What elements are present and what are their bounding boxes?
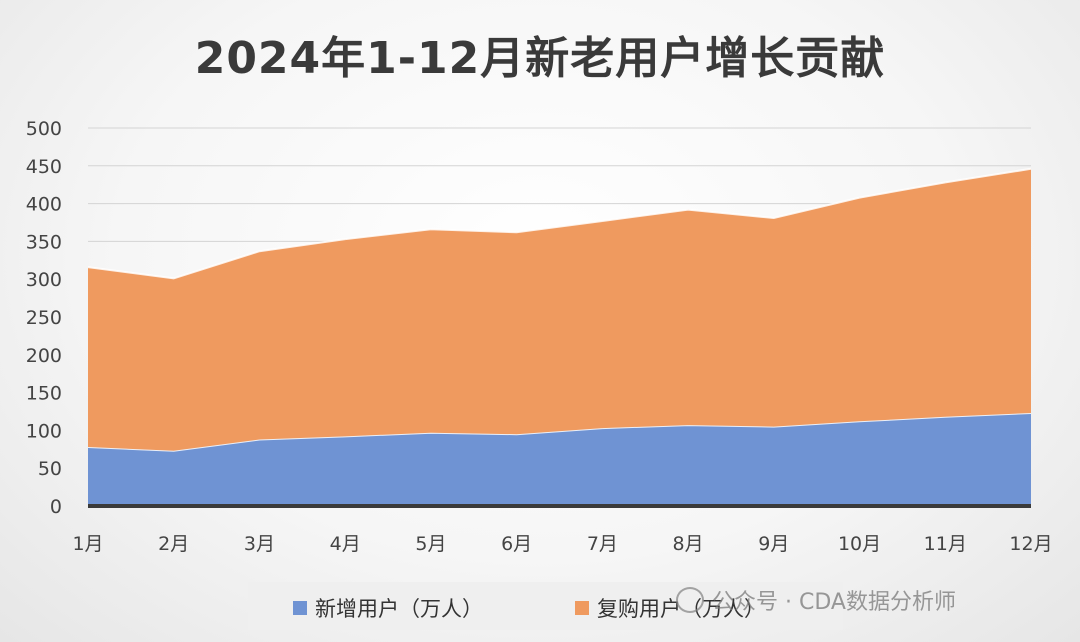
x-tick-label-0: 1月 xyxy=(72,533,103,555)
x-tick-label-7: 8月 xyxy=(673,533,704,555)
legend-swatch-repeat-users xyxy=(575,601,589,615)
x-tick-label-2: 3月 xyxy=(244,533,275,555)
area-series-1 xyxy=(88,168,1031,451)
chart-title: 2024年1-12月新老用户增长贡献 xyxy=(194,33,886,84)
x-tick-label-10: 11月 xyxy=(924,533,967,555)
area-series xyxy=(87,167,1032,506)
x-tick-label-1: 2月 xyxy=(158,533,189,555)
legend-box xyxy=(248,582,843,630)
y-tick-label-50: 50 xyxy=(38,458,62,480)
watermark-text: 公众号 · CDA数据分析师 xyxy=(712,590,956,615)
y-tick-label-300: 300 xyxy=(26,269,62,291)
legend-swatch-new-users xyxy=(293,601,307,615)
x-tick-label-5: 6月 xyxy=(501,533,532,555)
y-tick-label-400: 400 xyxy=(26,194,62,216)
area-edge-1 xyxy=(87,167,1032,280)
y-tick-label-100: 100 xyxy=(26,420,62,442)
y-tick-label-500: 500 xyxy=(26,118,62,140)
y-tick-label-250: 250 xyxy=(26,307,62,329)
y-tick-label-450: 450 xyxy=(26,156,62,178)
y-tick-label-150: 150 xyxy=(26,383,62,405)
watermark: 公众号 · CDA数据分析师 xyxy=(676,584,956,616)
y-tick-label-0: 0 xyxy=(50,496,62,518)
x-tick-label-4: 5月 xyxy=(415,533,446,555)
tick-labels: 0 50 100 150 200 250 300 350 400 450 500 1月 2月 3月 4月 5月… xyxy=(26,118,1053,555)
x-tick-label-3: 4月 xyxy=(330,533,361,555)
area-series-0 xyxy=(88,413,1031,506)
y-tick-label-200: 200 xyxy=(26,345,62,367)
legend-item-new-users[interactable]: 新增用户（万人） xyxy=(293,593,483,623)
wechat-icon xyxy=(676,587,704,613)
legend-label-new-users: 新增用户（万人） xyxy=(315,597,483,621)
y-tick-label-350: 350 xyxy=(26,231,62,253)
x-tick-label-8: 9月 xyxy=(758,533,789,555)
x-tick-label-9: 10月 xyxy=(838,533,881,555)
x-tick-label-6: 7月 xyxy=(587,533,618,555)
x-tick-label-11: 12月 xyxy=(1009,533,1052,555)
